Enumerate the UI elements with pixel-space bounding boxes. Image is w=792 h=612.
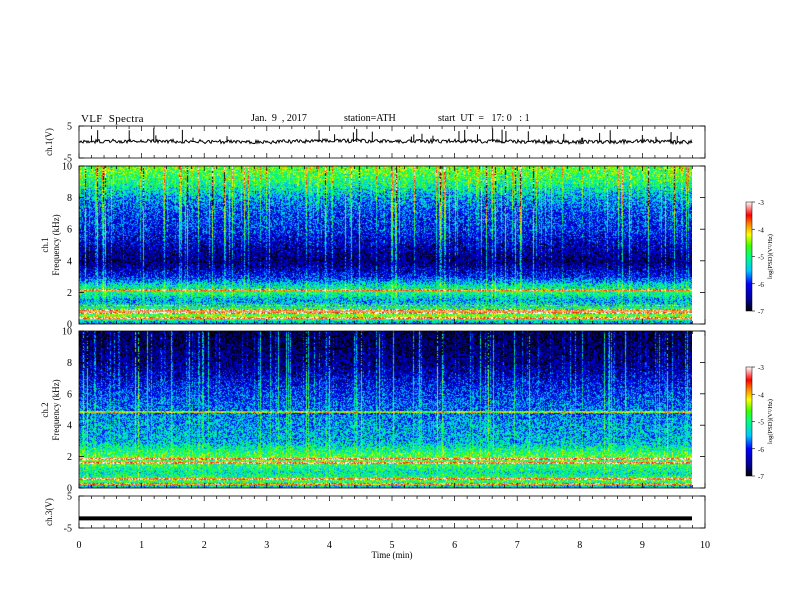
y-tick-label: -5 — [64, 154, 72, 165]
colorbar-tick-label: -7 — [758, 473, 764, 481]
y-tick-label: 4 — [67, 421, 72, 432]
x-tick-label: 0 — [77, 540, 82, 551]
ch1-waveform-ylabel: ch.1(V) — [44, 128, 54, 156]
ch3-waveform-ylabel: ch.3(V) — [44, 498, 54, 526]
colorbar-tick-label: -6 — [758, 446, 764, 454]
colorbar-tick-label: -3 — [758, 199, 764, 207]
ch2-spectrogram-axis: 0 2 4 6 8 10 — [62, 327, 706, 495]
y-tick-label: 2 — [67, 288, 72, 299]
ch1-waveform-axis: 5 -5 — [64, 122, 706, 165]
y-tick-label: 6 — [67, 389, 72, 400]
x-tick-label: 7 — [515, 540, 520, 551]
x-tick-label: 6 — [452, 540, 457, 551]
colorbar-2: -3 -4 -5 -6 -7 log(PSD)(V²/Hz) — [745, 364, 774, 481]
colorbar-1: -3 -4 -5 -6 -7 log(PSD)(V²/Hz) — [745, 199, 774, 316]
date-label: Jan. 9 , 2017 — [251, 113, 307, 124]
y-tick-label: 8 — [67, 358, 72, 369]
ch2-spectrogram — [79, 331, 692, 488]
colorbar-ramp — [745, 366, 753, 477]
x-tick-label: 1 — [139, 540, 144, 551]
ch1-spectrogram — [79, 166, 692, 324]
chart-title: VLF Spectra — [81, 113, 144, 125]
colorbar-tick-label: -4 — [758, 226, 764, 234]
ch1-trace — [78, 137, 693, 146]
y-tick-label: 10 — [62, 162, 72, 173]
x-tick-label: 9 — [640, 540, 645, 551]
x-tick-label: 2 — [202, 540, 207, 551]
colorbar-tick-label: -3 — [758, 364, 764, 372]
y-tick-label: 10 — [62, 327, 72, 338]
spectrogram-images — [79, 166, 692, 488]
x-tick-label: 5 — [390, 540, 395, 551]
ch1-spectrogram-axis: 0 2 4 6 8 10 — [62, 162, 706, 331]
colorbar-tick-label: -7 — [758, 308, 764, 316]
y-tick-label: 0 — [67, 484, 72, 495]
station-label: station=ATH — [344, 113, 396, 124]
ch1-spectrogram-ylabel: ch.1Frequency (kHz) — [40, 214, 61, 275]
colorbar-tick-label: -5 — [758, 254, 764, 262]
ch3-waveform-axis: 5 -5 — [64, 492, 706, 535]
colorbar-tick-label: -4 — [758, 391, 764, 399]
colorbar-tick-label: -5 — [758, 419, 764, 427]
y-tick-label: 4 — [67, 256, 72, 267]
x-tick-label: 10 — [700, 540, 710, 551]
waveform-traces — [78, 128, 693, 521]
colorbar-ramp — [745, 201, 753, 312]
y-tick-label: -5 — [64, 524, 72, 535]
x-tick-label: 4 — [327, 540, 332, 551]
y-tick-label: 0 — [67, 320, 72, 331]
y-tick-label: 8 — [67, 193, 72, 204]
x-tick-label: 3 — [264, 540, 269, 551]
y-tick-label: 2 — [67, 452, 72, 463]
ch2-spectrogram-ylabel: ch.2Frequency (kHz) — [40, 379, 61, 440]
start-time-label: start UT = 17: 0 : 1 — [438, 113, 530, 124]
x-axis-label: Time (min) — [372, 550, 413, 560]
y-tick-label: 6 — [67, 225, 72, 236]
axes: 5-5024681002468105-5ch.1(V)ch.1Frequency… — [40, 122, 774, 561]
y-tick-label: 5 — [67, 122, 72, 133]
colorbar-label: log(PSD)(V²/Hz) — [767, 234, 774, 279]
x-tick-label: 8 — [577, 540, 582, 551]
y-tick-label: 5 — [67, 492, 72, 503]
colorbar-label: log(PSD)(V²/Hz) — [767, 399, 774, 444]
colorbar-tick-label: -6 — [758, 281, 764, 289]
